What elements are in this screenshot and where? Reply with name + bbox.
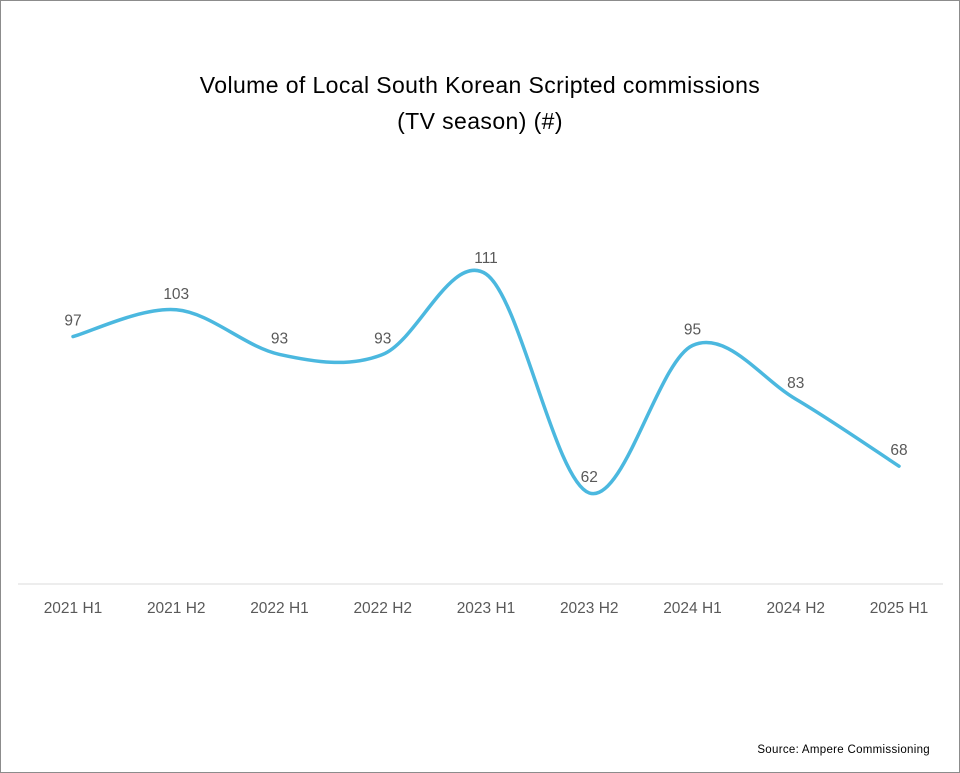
data-label: 93	[271, 330, 288, 347]
x-axis-label: 2022 H1	[250, 600, 309, 617]
data-label: 97	[64, 313, 81, 330]
data-label: 95	[684, 322, 701, 339]
x-axis-label: 2021 H1	[44, 600, 103, 617]
chart-title: Volume of Local South Korean Scripted co…	[1, 67, 959, 139]
x-axis-label: 2023 H2	[560, 600, 619, 617]
x-axis-label: 2024 H1	[663, 600, 722, 617]
data-label: 62	[581, 469, 598, 486]
series-line	[71, 268, 901, 496]
data-label: 68	[890, 442, 907, 459]
source-note: Source: Ampere Commissioning	[757, 744, 930, 756]
x-axis-label: 2024 H2	[766, 600, 825, 617]
data-label: 83	[787, 375, 804, 392]
x-axis-label: 2022 H2	[353, 600, 412, 617]
data-label: 103	[163, 286, 189, 303]
data-label: 111	[474, 250, 498, 267]
x-axis-label: 2025 H1	[870, 600, 929, 617]
chart-title-line1: Volume of Local South Korean Scripted co…	[199, 72, 761, 98]
x-axis-label: 2023 H1	[457, 600, 516, 617]
data-label: 93	[374, 330, 391, 347]
x-axis-label: 2021 H2	[147, 600, 206, 617]
chart-title-line2: (TV season) (#)	[397, 108, 563, 134]
